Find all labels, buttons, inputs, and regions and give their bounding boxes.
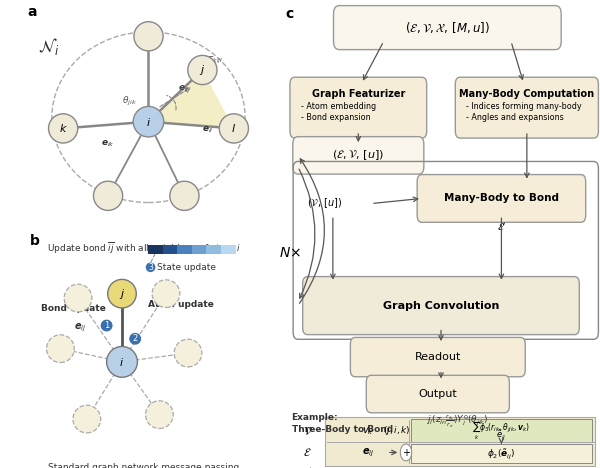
Circle shape [107, 346, 137, 377]
Text: b: b [29, 234, 40, 249]
Text: $\mathcal{N}_i$: $\mathcal{N}_i$ [38, 37, 59, 57]
FancyBboxPatch shape [192, 245, 206, 254]
Circle shape [134, 22, 163, 51]
Circle shape [174, 339, 202, 367]
Circle shape [170, 181, 199, 211]
Circle shape [146, 263, 155, 272]
Text: - Angles and expansions: - Angles and expansions [466, 113, 564, 122]
Circle shape [108, 279, 136, 308]
FancyBboxPatch shape [148, 245, 163, 254]
Circle shape [133, 106, 164, 137]
Text: Standard graph network message passing: Standard graph network message passing [49, 463, 239, 468]
Text: $(\mathcal{E},\mathcal{V},\,[u])$: $(\mathcal{E},\mathcal{V},\,[u])$ [332, 148, 385, 162]
Text: $j$: $j$ [199, 63, 206, 77]
Text: Output: Output [418, 389, 457, 399]
Text: Many-Body to Bond: Many-Body to Bond [444, 193, 559, 204]
Text: Graph Convolution: Graph Convolution [383, 300, 499, 311]
Text: 2: 2 [133, 334, 138, 343]
Text: $v_k$: $v_k$ [362, 425, 374, 437]
Text: Graph Featurizer: Graph Featurizer [311, 89, 405, 99]
Text: $(\mathcal{E},\mathcal{V},\mathcal{X},\,[M,u])$: $(\mathcal{E},\mathcal{V},\mathcal{X},\,… [405, 20, 490, 35]
FancyBboxPatch shape [350, 337, 525, 377]
FancyBboxPatch shape [221, 245, 236, 254]
Text: $\tau_{kijl}$: $\tau_{kijl}$ [207, 54, 223, 66]
Text: - Bond expansion: - Bond expansion [301, 113, 371, 122]
Text: $(j, i, k)$: $(j, i, k)$ [383, 424, 410, 437]
Text: $j_l(z_{ln}\frac{r_{ik}}{r_e})Y_l^0(\theta_{jik})$: $j_l(z_{ln}\frac{r_{ik}}{r_e})Y_l^0(\the… [425, 413, 488, 430]
Text: $j$: $j$ [119, 287, 125, 300]
FancyBboxPatch shape [325, 417, 595, 466]
Text: $\mathcal{E}$: $\mathcal{E}$ [303, 446, 312, 459]
Text: $\mathcal{V}$: $\mathcal{V}$ [302, 425, 312, 437]
Text: $l$: $l$ [232, 123, 236, 134]
Text: $i$: $i$ [119, 356, 125, 368]
Text: $\boldsymbol{e}_{ij}$: $\boldsymbol{e}_{ij}$ [362, 446, 374, 459]
Text: $+$: $+$ [401, 447, 410, 458]
Circle shape [64, 284, 92, 312]
FancyBboxPatch shape [290, 77, 427, 138]
Text: $\mathcal{E}'$: $\mathcal{E}'$ [497, 221, 506, 233]
Text: Bond update: Bond update [41, 304, 106, 313]
Circle shape [129, 333, 141, 345]
FancyBboxPatch shape [334, 6, 561, 50]
Text: $\theta_{jik}$: $\theta_{jik}$ [122, 95, 136, 108]
FancyBboxPatch shape [411, 445, 592, 463]
Text: $i$: $i$ [146, 116, 151, 128]
FancyBboxPatch shape [455, 77, 598, 138]
Text: Update bond $\overline{ij}$ with all neighbors of atom $i$: Update bond $\overline{ij}$ with all nei… [47, 241, 241, 256]
FancyBboxPatch shape [163, 245, 178, 254]
Text: - Indices forming many-body: - Indices forming many-body [466, 102, 582, 111]
Circle shape [101, 320, 113, 331]
Circle shape [219, 114, 248, 143]
Text: Readout: Readout [415, 352, 461, 362]
FancyBboxPatch shape [178, 245, 192, 254]
Text: State update: State update [157, 263, 216, 272]
Text: c: c [285, 7, 293, 21]
Text: $\boldsymbol{e}_{ij}$: $\boldsymbol{e}_{ij}$ [178, 84, 190, 95]
Text: a: a [27, 5, 37, 19]
Circle shape [49, 114, 78, 143]
Text: $\boldsymbol{e}_{il}$: $\boldsymbol{e}_{il}$ [202, 124, 214, 135]
Text: $k$: $k$ [59, 123, 68, 134]
Circle shape [400, 444, 412, 461]
FancyBboxPatch shape [366, 375, 509, 413]
FancyBboxPatch shape [411, 419, 592, 442]
Circle shape [73, 405, 101, 433]
Text: $N\!\times$: $N\!\times$ [279, 246, 301, 260]
FancyBboxPatch shape [293, 137, 424, 174]
FancyBboxPatch shape [206, 245, 221, 254]
Text: $\tilde{e}_{ij}$: $\tilde{e}_{ij}$ [496, 428, 506, 442]
Text: $\boldsymbol{e}_{ij}$: $\boldsymbol{e}_{ij}$ [74, 321, 86, 334]
Text: - Atom embedding: - Atom embedding [301, 102, 376, 111]
FancyBboxPatch shape [417, 175, 586, 222]
Text: Many-Body Computation: Many-Body Computation [459, 89, 595, 99]
Text: $\phi_2(\tilde{\boldsymbol{e}}_{ij})$: $\phi_2(\tilde{\boldsymbol{e}}_{ij})$ [487, 447, 515, 461]
Text: $\boldsymbol{e}_{ik}$: $\boldsymbol{e}_{ik}$ [101, 139, 115, 149]
Text: $\sum_k\phi_3(r_{ik},\theta_{jik},\boldsymbol{v}_k)$: $\sum_k\phi_3(r_{ik},\theta_{jik},\bolds… [472, 419, 530, 442]
Circle shape [94, 181, 122, 211]
Polygon shape [148, 70, 234, 128]
Text: Atom update: Atom update [148, 300, 214, 309]
Text: Example:
Three-Body to Bond: Example: Three-Body to Bond [292, 413, 392, 433]
Text: 3: 3 [148, 263, 153, 272]
Text: $\mathcal{E}'$: $\mathcal{E}'$ [302, 466, 313, 468]
Circle shape [47, 335, 74, 363]
Circle shape [188, 55, 217, 85]
Text: $(\mathcal{V},\,[u])$: $(\mathcal{V},\,[u])$ [307, 197, 343, 211]
Circle shape [152, 280, 180, 307]
Text: 1: 1 [104, 321, 109, 330]
Circle shape [146, 401, 173, 429]
FancyBboxPatch shape [302, 277, 580, 335]
